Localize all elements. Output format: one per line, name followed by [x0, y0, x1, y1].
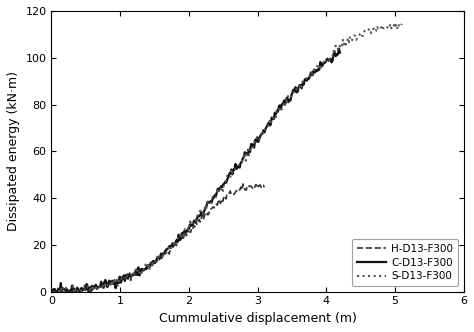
C-D13-F300: [337, 50, 343, 54]
C-D13-F300: [290, 91, 295, 95]
X-axis label: Cummulative displacement (m): Cummulative displacement (m): [159, 312, 356, 325]
S-D13-F300: [262, 129, 267, 133]
H-D13-F300: [49, 290, 55, 293]
H-D13-F300: [107, 279, 112, 283]
Legend: H-D13-F300, C-D13-F300, S-D13-F300: H-D13-F300, C-D13-F300, S-D13-F300: [352, 239, 458, 287]
C-D13-F300: [214, 190, 220, 194]
C-D13-F300: [287, 99, 293, 103]
S-D13-F300: [399, 22, 405, 26]
C-D13-F300: [188, 223, 194, 227]
H-D13-F300: [253, 183, 259, 187]
C-D13-F300: [49, 290, 55, 293]
H-D13-F300: [262, 185, 267, 189]
C-D13-F300: [336, 46, 342, 50]
C-D13-F300: [53, 292, 58, 296]
C-D13-F300: [94, 287, 100, 291]
H-D13-F300: [63, 292, 68, 296]
S-D13-F300: [49, 290, 55, 293]
Y-axis label: Dissipated energy (kN·m): Dissipated energy (kN·m): [7, 71, 20, 231]
C-D13-F300: [228, 171, 233, 175]
Line: S-D13-F300: S-D13-F300: [52, 23, 402, 295]
S-D13-F300: [51, 293, 56, 297]
Line: C-D13-F300: C-D13-F300: [52, 48, 340, 294]
H-D13-F300: [246, 186, 251, 190]
S-D13-F300: [113, 278, 118, 282]
S-D13-F300: [392, 21, 397, 25]
H-D13-F300: [240, 182, 246, 186]
S-D13-F300: [330, 54, 336, 58]
H-D13-F300: [89, 288, 95, 292]
S-D13-F300: [355, 36, 360, 40]
H-D13-F300: [57, 290, 63, 294]
Line: H-D13-F300: H-D13-F300: [52, 184, 264, 294]
S-D13-F300: [100, 282, 106, 286]
H-D13-F300: [62, 289, 67, 292]
S-D13-F300: [337, 44, 343, 48]
